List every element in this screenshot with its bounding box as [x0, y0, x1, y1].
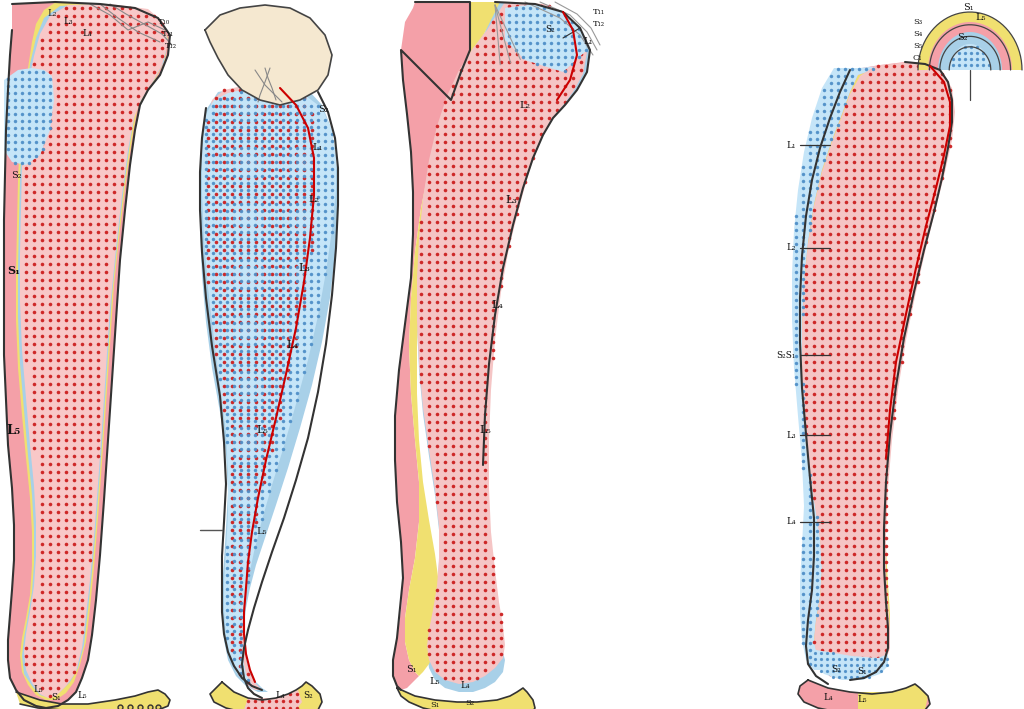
Text: L₁: L₁: [786, 140, 796, 150]
Polygon shape: [20, 4, 168, 698]
Text: L₅: L₅: [257, 527, 267, 537]
Polygon shape: [4, 2, 170, 708]
Text: T₁₀: T₁₀: [158, 18, 170, 26]
Polygon shape: [950, 44, 990, 70]
Polygon shape: [417, 2, 590, 692]
Text: L₂: L₂: [308, 196, 319, 204]
Text: L₃: L₃: [505, 195, 517, 205]
Text: S₁: S₁: [7, 264, 20, 276]
Polygon shape: [505, 4, 587, 72]
Text: T₁₁: T₁₁: [593, 8, 605, 16]
Polygon shape: [798, 680, 930, 709]
Text: S₅: S₅: [912, 42, 922, 50]
Text: S₂S₁: S₂S₁: [776, 350, 796, 359]
Polygon shape: [417, 2, 587, 684]
Text: L₅: L₅: [33, 686, 43, 695]
Polygon shape: [792, 65, 888, 670]
Text: L₁: L₁: [583, 38, 593, 47]
Text: L₅: L₅: [7, 423, 22, 437]
Polygon shape: [918, 12, 1022, 70]
Text: S₄: S₄: [912, 30, 922, 38]
Text: S₂: S₂: [466, 699, 474, 707]
Text: L₄: L₄: [492, 300, 503, 310]
Polygon shape: [802, 62, 955, 680]
Polygon shape: [244, 690, 302, 709]
Text: S₂: S₂: [831, 666, 841, 674]
Text: L₃: L₃: [63, 18, 73, 26]
Text: L₁: L₁: [312, 143, 323, 152]
Text: S₂: S₂: [318, 106, 329, 114]
Text: L₄: L₄: [460, 681, 470, 691]
Text: S₂: S₂: [956, 33, 968, 43]
Polygon shape: [210, 682, 322, 709]
Polygon shape: [858, 684, 928, 709]
Text: L₂: L₂: [786, 243, 796, 252]
Text: S₂: S₂: [303, 691, 313, 700]
Text: L₄: L₄: [275, 691, 285, 700]
Polygon shape: [18, 4, 168, 698]
Polygon shape: [16, 2, 168, 700]
Text: S₁: S₁: [430, 701, 439, 709]
Text: L₄: L₄: [82, 30, 92, 38]
Text: S₂: S₂: [10, 170, 22, 179]
Text: T₁₂: T₁₂: [165, 42, 177, 50]
Text: L₃: L₃: [298, 263, 310, 273]
Text: L₄: L₄: [286, 340, 298, 350]
Text: L₂: L₂: [47, 9, 56, 18]
Polygon shape: [16, 690, 170, 709]
Text: L₅: L₅: [256, 425, 268, 435]
Text: S₁: S₁: [857, 667, 866, 676]
Text: L₃: L₃: [786, 430, 796, 440]
Polygon shape: [200, 85, 338, 692]
Text: C₁: C₁: [912, 54, 922, 62]
Text: S₃: S₃: [912, 18, 922, 26]
Polygon shape: [393, 2, 470, 690]
Polygon shape: [4, 68, 54, 165]
Polygon shape: [812, 650, 888, 680]
Polygon shape: [204, 86, 319, 690]
Text: T₁₂: T₁₂: [593, 20, 605, 28]
Text: S₁: S₁: [51, 693, 60, 703]
Text: S₁: S₁: [963, 4, 974, 13]
Text: T₁₁: T₁₁: [162, 30, 174, 38]
Text: L₅: L₅: [77, 691, 87, 700]
Polygon shape: [397, 688, 535, 709]
Polygon shape: [938, 32, 1002, 70]
Polygon shape: [205, 5, 332, 105]
Text: L₅: L₅: [430, 678, 440, 686]
Polygon shape: [406, 2, 500, 676]
Text: L₅: L₅: [975, 13, 985, 23]
Polygon shape: [928, 22, 1012, 70]
Text: L₂: L₂: [519, 101, 530, 109]
Polygon shape: [802, 62, 952, 680]
Text: S₂: S₂: [545, 26, 555, 35]
Text: L₄: L₄: [786, 518, 796, 527]
Text: L₅: L₅: [857, 696, 866, 705]
Polygon shape: [800, 62, 952, 680]
Polygon shape: [202, 88, 336, 684]
Text: L₄: L₄: [823, 693, 833, 703]
Text: L₅: L₅: [479, 425, 490, 435]
Text: S₁: S₁: [406, 666, 417, 674]
